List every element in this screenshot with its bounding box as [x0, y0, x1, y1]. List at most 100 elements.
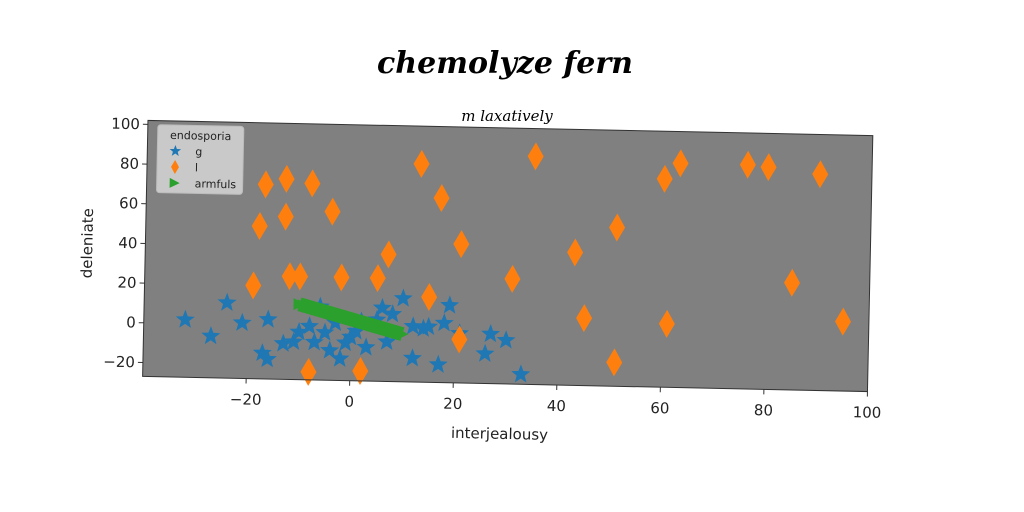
x-tick-label: 20 [443, 395, 462, 413]
y-tick-label: 40 [118, 234, 137, 252]
legend-marker-g [169, 145, 182, 156]
legend-box [156, 124, 245, 195]
plot-frame [142, 119, 874, 393]
series-g-point [201, 326, 221, 345]
x-tick-label: 80 [754, 401, 773, 419]
series-l-point [504, 264, 521, 293]
series-l-point [656, 164, 673, 193]
chart-subtitle: m laxatively [461, 107, 553, 125]
series-g-point [403, 316, 423, 335]
series-l-point [672, 149, 689, 178]
series-g-point [481, 324, 501, 343]
y-tick-label: 0 [126, 313, 136, 331]
series-g-point [257, 349, 277, 368]
series-g-point [335, 332, 355, 352]
legend-label-armfuls: armfuls [195, 177, 237, 191]
series-g-point [252, 343, 272, 362]
series-l-point [369, 264, 386, 293]
series-l-point [453, 230, 470, 259]
series-g-point [377, 331, 397, 350]
legend-label-l: l [195, 161, 198, 174]
series-g-point [175, 309, 195, 328]
series-l-point [576, 304, 593, 333]
series-l-point [451, 325, 468, 354]
y-tick-label: 20 [117, 274, 136, 292]
x-tick-label: 40 [547, 397, 566, 415]
series-g-point [372, 297, 392, 317]
series-g-point [320, 340, 340, 359]
series-l-point [324, 197, 341, 226]
series-g-point [413, 318, 433, 337]
series-l-point [245, 271, 262, 300]
series-l-point [413, 149, 430, 178]
series-g-point [496, 330, 516, 349]
series-l-point [421, 283, 438, 312]
y-tick-label: 60 [119, 194, 138, 212]
series-g-point [330, 348, 350, 367]
series-l-point [277, 202, 294, 231]
series-l-point [292, 262, 309, 291]
series-g-point [299, 316, 319, 335]
x-tick-label: 60 [650, 399, 669, 417]
series-g-point [428, 354, 448, 373]
series-g-point [258, 309, 278, 328]
series-l-point [278, 164, 295, 193]
series-g-point [315, 322, 335, 341]
series-l-point [739, 150, 756, 179]
series-g-point [346, 321, 366, 340]
series-g-point [511, 364, 531, 383]
y-tick-label: 100 [111, 115, 140, 134]
plot-group: −20 0 20 40 60 80 100 −20 0 20 40 60 80 100 interjea… [78, 115, 882, 444]
x-tick-label: −20 [230, 390, 262, 409]
series-g-point [440, 295, 460, 314]
plot-area [142, 120, 873, 392]
series-g-point [402, 348, 422, 367]
series-l-point [281, 262, 298, 291]
series-l-point [251, 211, 268, 240]
series-l-point [352, 357, 369, 386]
series-l-point [257, 170, 274, 199]
series-l-point [380, 240, 397, 269]
legend-title: endosporia [170, 129, 231, 143]
series-l-point [835, 307, 852, 336]
x-axis-label: interjealousy [451, 424, 549, 444]
series-l-point [433, 184, 450, 213]
series-g-point [304, 332, 324, 351]
series-l-point [300, 357, 317, 386]
series-l-point [658, 309, 675, 338]
chart-title: chemolyze fern [377, 46, 633, 81]
series-l-point [760, 153, 777, 182]
legend-marker-armfuls [169, 177, 180, 188]
chart-marks [175, 142, 852, 386]
y-tick-label: −20 [103, 353, 135, 372]
legend-marker-l [171, 160, 179, 175]
series-g-point [289, 322, 309, 341]
series-l-point [606, 348, 623, 377]
series-l-point [333, 263, 350, 292]
y-axis-ticks: −20 0 20 40 60 80 100 [103, 115, 148, 372]
series-g-point [273, 333, 293, 352]
series-g-point [217, 292, 237, 311]
series-g-point [393, 288, 413, 307]
series-g-point [475, 343, 495, 362]
series-l-point [527, 142, 544, 171]
x-tick-label: 0 [344, 393, 354, 411]
legend-label-g: g [195, 145, 202, 158]
series-g-point [383, 304, 403, 323]
series-g-point [419, 316, 439, 335]
x-tick-label: 100 [853, 403, 882, 422]
y-tick-label: 80 [120, 155, 139, 173]
x-axis-ticks: −20 0 20 40 60 80 100 [230, 378, 882, 422]
y-axis-label: deleniate [78, 208, 97, 278]
series-l-point [567, 238, 584, 267]
series-l-point [609, 213, 626, 242]
series-l-point [304, 169, 321, 198]
series-l-point [812, 160, 829, 189]
legend: endosporia gl armfuls [156, 124, 245, 195]
series-l-point [784, 268, 801, 297]
series-g-point [356, 337, 376, 356]
series-g-point [434, 313, 454, 332]
series-armfuls-point [396, 328, 409, 341]
series-g-point [284, 331, 304, 351]
